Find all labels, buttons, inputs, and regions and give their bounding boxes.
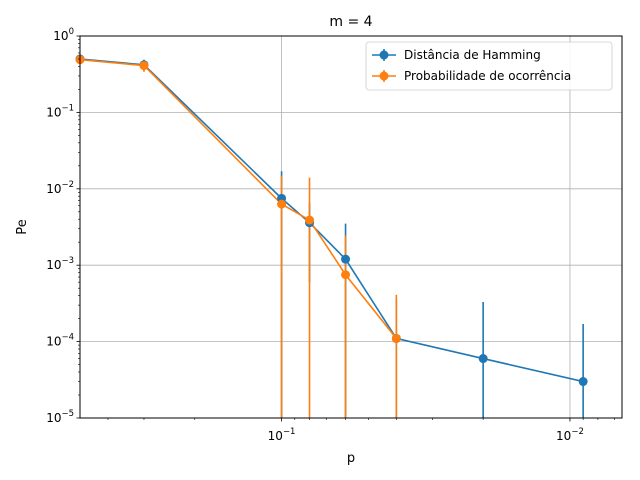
- x-tick-exponent: −2: [571, 427, 584, 437]
- legend-marker: [379, 50, 389, 60]
- data-point: [139, 61, 149, 71]
- y-tick-label: 100: [53, 27, 74, 43]
- y-tick-base: 10: [46, 411, 61, 425]
- y-tick-base: 10: [46, 182, 61, 196]
- legend-box: [365, 41, 613, 91]
- data-point: [277, 199, 287, 209]
- y-tick-base: 10: [53, 29, 68, 43]
- y-tick-base: 10: [46, 335, 61, 349]
- legend-marker: [379, 71, 389, 81]
- y-tick-label: 10−4: [46, 333, 74, 349]
- data-point: [478, 354, 488, 364]
- legend-label: Probabilidade de ocorrência: [404, 69, 571, 83]
- x-tick-base: 10: [556, 429, 571, 443]
- y-tick-exponent: 0: [69, 27, 74, 37]
- chart-title: m = 4: [329, 14, 372, 30]
- y-tick-base: 10: [46, 258, 61, 272]
- y-axis-title: Pe: [15, 219, 30, 234]
- y-tick-base: 10: [46, 105, 61, 119]
- x-tick-label: 10−1: [268, 427, 296, 443]
- series-line: [79, 58, 584, 383]
- y-tick-exponent: −3: [61, 256, 74, 266]
- data-point: [341, 270, 351, 280]
- y-tick-label: 10−1: [46, 103, 74, 119]
- data-points: [75, 54, 588, 387]
- y-tick-label: 10−5: [46, 409, 74, 425]
- legend: Distância de Hamming Probabilidade de oco…: [365, 41, 613, 91]
- y-tick-exponent: −4: [61, 333, 74, 343]
- y-tick-exponent: −5: [61, 409, 74, 419]
- y-tick-label: 10−2: [46, 180, 74, 196]
- x-tick-label: 10−2: [556, 427, 584, 443]
- x-tick-exponent: −1: [283, 427, 296, 437]
- series-lines: [79, 58, 584, 383]
- series-line: [79, 58, 397, 339]
- y-tick-exponent: −1: [61, 103, 74, 113]
- data-point: [305, 215, 315, 225]
- x-tick-base: 10: [268, 429, 283, 443]
- plot-frame: [79, 35, 623, 419]
- y-tick-exponent: −2: [61, 180, 74, 190]
- data-point: [578, 377, 588, 387]
- y-tick-label: 10−3: [46, 256, 74, 272]
- data-point: [341, 254, 351, 264]
- x-axis-title: p: [347, 451, 355, 466]
- data-point: [391, 333, 401, 343]
- legend-label: Distância de Hamming: [404, 48, 541, 62]
